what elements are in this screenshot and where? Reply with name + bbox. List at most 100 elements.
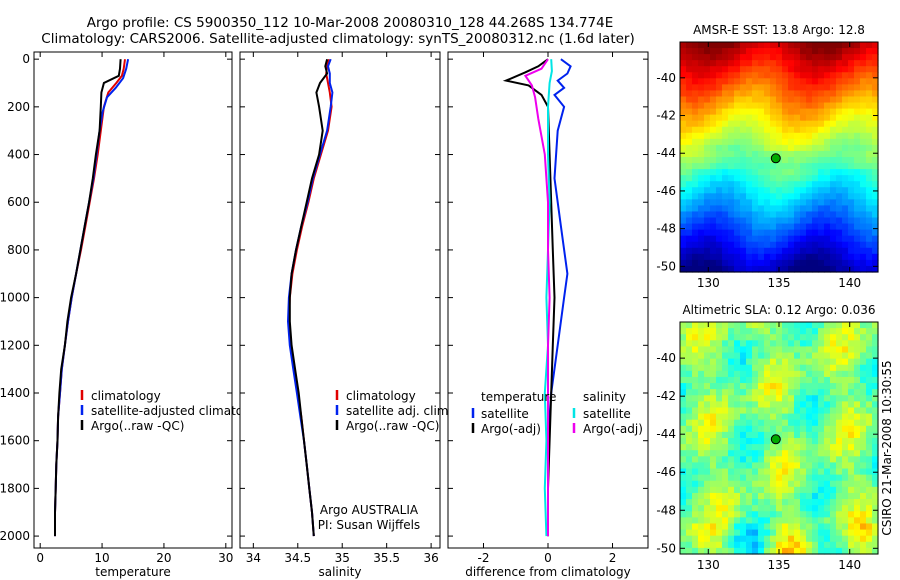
heatmap-cell <box>866 42 873 49</box>
heatmap-cell <box>698 102 705 110</box>
heatmap-cell <box>704 265 711 273</box>
heatmap-cell <box>806 144 813 152</box>
heatmap-cell <box>710 211 717 219</box>
heatmap-cell <box>704 96 711 104</box>
heatmap-cell <box>800 431 807 439</box>
heatmap-cell <box>800 492 807 500</box>
heatmap-cell <box>710 78 717 85</box>
heatmap-cell <box>752 511 759 518</box>
heatmap-cell <box>770 126 777 134</box>
heatmap-cell <box>752 96 759 104</box>
heatmap-cell <box>764 96 771 104</box>
heatmap-cell <box>872 438 879 445</box>
x-tick-label: 0 <box>544 551 552 565</box>
heatmap-cell <box>758 376 765 384</box>
heatmap-cell <box>782 120 789 128</box>
heatmap-cell <box>836 529 843 537</box>
heatmap-cell <box>764 175 771 182</box>
heatmap-cell <box>740 407 747 415</box>
heatmap-cell <box>776 187 783 194</box>
heatmap-cell <box>794 193 801 200</box>
heatmap-cell <box>740 102 747 110</box>
heatmap-cell <box>824 334 831 341</box>
y-tick-label: 400 <box>7 148 30 162</box>
heatmap-cell <box>776 48 783 55</box>
heatmap-cell <box>746 138 753 146</box>
heatmap-cell <box>710 334 717 341</box>
heatmap-cell <box>854 517 861 525</box>
heatmap-cell <box>830 547 837 555</box>
heatmap-cell <box>794 163 801 170</box>
heatmap-cell <box>770 462 777 470</box>
heatmap-cell <box>758 383 765 390</box>
heatmap-cell <box>722 163 729 170</box>
heatmap-cell <box>794 492 801 500</box>
heatmap-cell <box>794 78 801 85</box>
heatmap-cell <box>830 199 837 207</box>
heatmap-cell <box>830 456 837 464</box>
heatmap-cell <box>704 150 711 158</box>
heatmap-cell <box>698 217 705 225</box>
heatmap-cell <box>716 84 723 92</box>
heatmap-cell <box>866 346 873 354</box>
heatmap-cell <box>680 450 687 457</box>
heatmap-cell <box>746 199 753 207</box>
heatmap-cell <box>836 407 843 415</box>
heatmap-cell <box>818 364 825 372</box>
heatmap-cell <box>866 438 873 445</box>
heatmap-cell <box>770 114 777 122</box>
heatmap-cell <box>782 340 789 348</box>
heatmap-cell <box>794 96 801 104</box>
heatmap-cell <box>764 547 771 555</box>
heatmap-cell <box>854 529 861 537</box>
heatmap-cell <box>782 383 789 390</box>
heatmap-cell <box>806 181 813 188</box>
heatmap-cell <box>782 517 789 525</box>
heatmap-cell <box>860 328 867 335</box>
heatmap-cell <box>746 529 753 537</box>
heatmap-cell <box>740 108 747 116</box>
heatmap-cell <box>698 492 705 500</box>
heatmap-cell <box>746 541 753 549</box>
heatmap-cell <box>758 78 765 85</box>
heatmap-cell <box>800 401 807 409</box>
heatmap-cell <box>776 108 783 116</box>
heatmap-cell <box>836 334 843 341</box>
heatmap-cell <box>710 126 717 134</box>
heatmap-cell <box>752 157 759 164</box>
heatmap-cell <box>728 431 735 439</box>
heatmap-cell <box>776 138 783 146</box>
heatmap-cell <box>848 529 855 537</box>
heatmap-cell <box>782 395 789 402</box>
heatmap-cell <box>848 468 855 476</box>
heatmap-cell <box>830 346 837 354</box>
heatmap-cell <box>734 48 741 55</box>
heatmap-cell <box>704 144 711 152</box>
heatmap-cell <box>776 364 783 372</box>
heatmap-cell <box>848 193 855 200</box>
heatmap-cell <box>800 102 807 110</box>
heatmap-cell <box>740 535 747 543</box>
heatmap-cell <box>770 407 777 415</box>
heatmap-cell <box>836 450 843 457</box>
heatmap-cell <box>794 66 801 73</box>
heatmap-cell <box>788 157 795 164</box>
heatmap-cell <box>734 358 741 366</box>
heatmap-cell <box>830 72 837 79</box>
heatmap-cell <box>758 217 765 225</box>
heatmap-cell <box>794 407 801 415</box>
heatmap-cell <box>776 144 783 152</box>
heatmap-cell <box>764 413 771 421</box>
heatmap-cell <box>692 54 699 61</box>
heatmap-cell <box>698 193 705 200</box>
heatmap-cell <box>770 193 777 200</box>
heatmap-cell <box>734 450 741 457</box>
heatmap-cell <box>806 126 813 134</box>
heatmap-cell <box>776 120 783 128</box>
heatmap-cell <box>818 529 825 537</box>
heatmap-cell <box>770 444 777 451</box>
heatmap-cell <box>740 383 747 390</box>
heatmap-cell <box>794 474 801 482</box>
heatmap-cell <box>812 376 819 384</box>
y-tick-label: -44 <box>656 427 676 441</box>
